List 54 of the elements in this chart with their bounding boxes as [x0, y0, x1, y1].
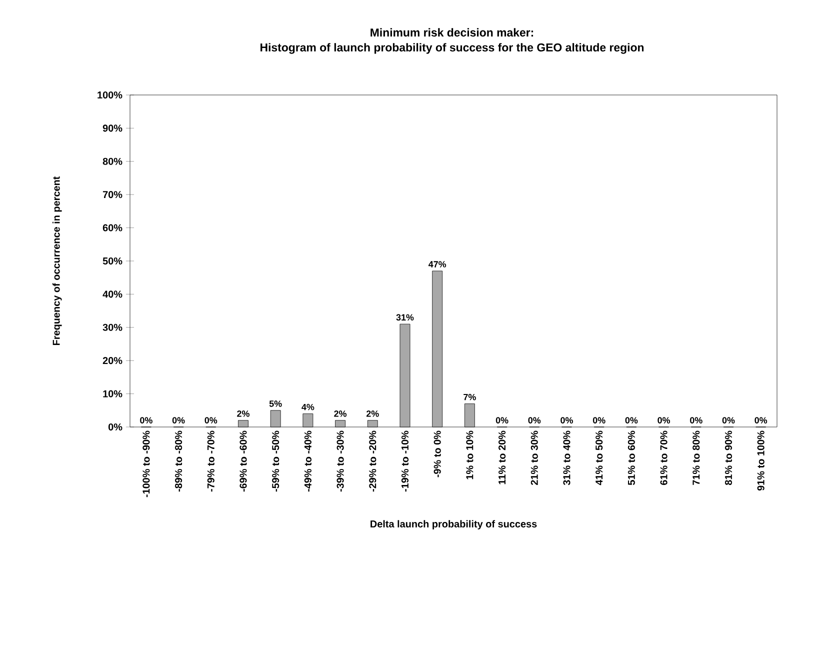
y-tick-label: 60%: [102, 224, 122, 232]
data-label: 0%: [754, 417, 768, 424]
data-label: 0%: [172, 417, 185, 424]
x-tick-label: -69% to -60%: [240, 430, 247, 492]
data-label: 5%: [269, 400, 282, 407]
y-tick-label: 40%: [102, 290, 122, 298]
data-label: 0%: [496, 417, 508, 424]
x-tick-label: -89% to -80%: [175, 430, 182, 492]
y-tick-label: 80%: [102, 158, 122, 165]
x-tick-label: 31% to 40%: [563, 430, 570, 486]
y-tick-label: 70%: [102, 191, 122, 198]
data-label: 31%: [396, 314, 414, 321]
data-label: 0%: [204, 417, 218, 424]
x-tick-label: -100% to -90%: [142, 430, 150, 498]
data-label: 4%: [302, 404, 314, 410]
x-tick-label: 1% to 10%: [466, 430, 474, 480]
x-tick-label: 41% to 50%: [596, 430, 603, 486]
data-label: 0%: [722, 417, 735, 424]
y-tick-label: 90%: [102, 124, 122, 132]
data-label: 2%: [237, 410, 250, 417]
data-label: 2%: [334, 410, 347, 417]
data-label: 2%: [366, 410, 379, 417]
x-tick-label: 21% to 30%: [530, 430, 538, 485]
y-tick-label: 100%: [98, 91, 122, 99]
y-tick-label: 30%: [102, 324, 122, 331]
x-tick-label: 61% to 70%: [660, 430, 668, 485]
x-tick-label: 11% to 20%: [498, 430, 506, 484]
x-tick-label: -39% to -30%: [336, 430, 344, 492]
y-tick-label: 0%: [108, 423, 122, 431]
x-tick-label: -79% to -70%: [207, 430, 214, 492]
data-label: 0%: [690, 417, 702, 424]
x-tick-label: -19% to -10%: [401, 430, 409, 492]
data-label: 7%: [464, 394, 476, 400]
x-tick-label: -59% to -50%: [272, 430, 280, 492]
data-label: 0%: [528, 417, 541, 424]
y-tick-label: 50%: [102, 257, 122, 265]
x-tick-label: -9% to 0%: [434, 430, 441, 478]
x-tick-label: 51% to 60%: [628, 430, 635, 486]
data-label: 0%: [658, 417, 670, 424]
data-label: 0%: [140, 417, 152, 424]
x-axis-title: Delta launch probability of success: [370, 520, 537, 530]
data-label: 0%: [560, 417, 573, 424]
x-tick-label: 81% to 90%: [724, 430, 732, 486]
y-tick-label: 10%: [103, 390, 122, 398]
data-label: 0%: [625, 417, 638, 424]
data-label: 0%: [592, 417, 606, 424]
x-tick-label: 71% to 80%: [692, 430, 700, 485]
x-tick-label: 91% to 100%: [757, 430, 764, 491]
y-axis-title: Frequency of occurrence in percent: [52, 176, 62, 346]
x-tick-label: -49% to -40%: [304, 430, 312, 492]
x-tick-label: -29% to -20%: [369, 430, 376, 492]
data-label: 47%: [428, 261, 446, 268]
y-tick-label: 20%: [102, 357, 122, 364]
chart-title: Minimum risk decision maker: Histogram of launch probability of success for the GEO altitude region: [260, 28, 644, 54]
